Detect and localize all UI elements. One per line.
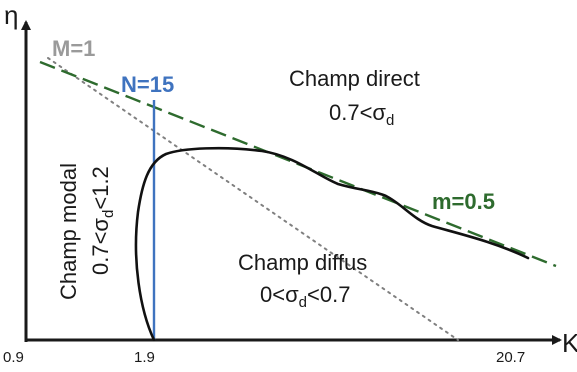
region-direct-pre: 0.7<σ bbox=[329, 100, 386, 125]
region-diffus-pre: 0<σ bbox=[260, 282, 299, 307]
region-direct-sub: d bbox=[386, 112, 394, 129]
x-tick-2: 20.7 bbox=[496, 349, 525, 366]
region-diffus-title: Champ diffus bbox=[238, 250, 367, 275]
m-one-label: M=1 bbox=[52, 36, 95, 61]
n-fifteen-label: N=15 bbox=[121, 72, 174, 97]
region-modal-sub: d bbox=[100, 210, 117, 218]
boundary-curve bbox=[134, 146, 530, 342]
region-modal-range: 0.7<σd<1.2 bbox=[88, 166, 117, 275]
region-modal-title: Champ modal bbox=[56, 163, 81, 300]
x-axis-label: K bbox=[562, 328, 577, 358]
region-diffus-sub: d bbox=[299, 294, 307, 311]
region-diffus-post: <0.7 bbox=[307, 282, 350, 307]
x-tick-0: 0.9 bbox=[3, 349, 24, 366]
region-modal-pre: 0.7<σ bbox=[88, 218, 113, 275]
x-tick-1: 1.9 bbox=[134, 349, 155, 366]
y-axis-label: η bbox=[4, 0, 18, 30]
m-one-line bbox=[47, 57, 459, 341]
m-half-label: m=0.5 bbox=[432, 189, 495, 214]
region-diffus-range: 0<σd<0.7 bbox=[260, 282, 350, 311]
region-modal-post: <1.2 bbox=[88, 166, 113, 209]
region-direct-title: Champ direct bbox=[289, 66, 420, 91]
region-direct-range: 0.7<σd bbox=[329, 100, 394, 129]
